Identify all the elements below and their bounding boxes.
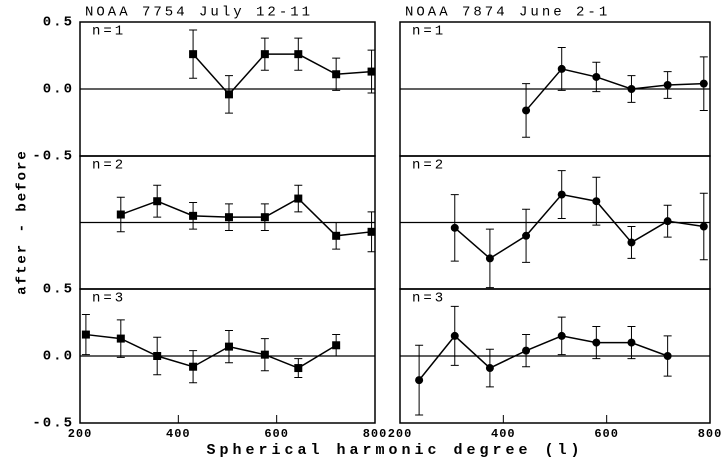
marker — [557, 64, 566, 73]
marker — [592, 338, 601, 347]
marker — [485, 364, 494, 373]
y-tick-label: 0.5 — [43, 15, 74, 31]
panel-annotation: n=3 — [92, 291, 126, 307]
marker — [699, 79, 708, 88]
data-line — [192, 53, 372, 96]
x-tick-label: 200 — [388, 427, 413, 441]
y-tick-label: -0.5 — [32, 149, 74, 165]
data-line — [525, 68, 704, 111]
panel-title: NOAA 7754 July 12-11 — [85, 5, 313, 21]
panel-annotation: n=2 — [92, 158, 126, 174]
panel-annotation: n=1 — [92, 24, 126, 40]
marker — [485, 254, 494, 263]
marker — [592, 72, 601, 81]
marker — [260, 350, 269, 359]
x-tick-label: 400 — [491, 427, 516, 441]
panel-annotation: n=2 — [412, 158, 446, 174]
marker — [116, 210, 125, 219]
y-axis-label: after - before — [15, 149, 31, 295]
marker — [332, 231, 341, 240]
marker — [557, 190, 566, 199]
y-tick-label: 0.5 — [43, 282, 74, 298]
marker — [189, 50, 198, 59]
marker — [116, 334, 125, 343]
marker — [153, 352, 162, 360]
marker — [627, 85, 636, 93]
marker — [189, 211, 198, 220]
y-tick-label: 0.0 — [43, 349, 74, 365]
panel-annotation: n=3 — [412, 291, 446, 307]
marker — [522, 346, 531, 355]
marker — [663, 80, 672, 89]
marker — [332, 70, 341, 79]
marker — [627, 338, 636, 347]
panel-annotation: n=1 — [412, 24, 446, 40]
marker — [332, 341, 341, 350]
x-tick-label: 400 — [166, 427, 191, 441]
marker — [663, 217, 672, 226]
data-line — [85, 333, 337, 369]
marker — [189, 362, 198, 371]
marker — [81, 330, 90, 339]
marker — [260, 50, 269, 59]
marker — [224, 213, 233, 222]
marker — [294, 364, 303, 373]
marker — [522, 231, 531, 240]
marker — [450, 223, 459, 232]
y-tick-label: -0.5 — [32, 416, 74, 432]
marker — [592, 197, 601, 206]
marker — [294, 50, 303, 59]
marker — [522, 106, 531, 115]
data-line — [454, 193, 704, 260]
data-line — [418, 334, 668, 381]
marker — [153, 197, 162, 206]
marker — [224, 90, 233, 99]
x-tick-label: 800 — [698, 427, 723, 441]
marker — [557, 331, 566, 340]
x-tick-label: 600 — [264, 427, 289, 441]
x-tick-label: 600 — [594, 427, 619, 441]
marker — [294, 194, 303, 203]
x-axis-label: Spherical harmonic degree (l) — [206, 442, 583, 459]
marker — [627, 238, 636, 247]
x-tick-label: 200 — [68, 427, 93, 441]
y-tick-label: 0.0 — [43, 82, 74, 98]
x-tick-label: 800 — [363, 427, 388, 441]
data-line — [120, 197, 372, 237]
marker — [367, 227, 376, 236]
marker — [699, 222, 708, 231]
marker — [663, 352, 672, 360]
marker — [224, 342, 233, 351]
marker — [260, 213, 269, 222]
marker — [450, 331, 459, 340]
panel-title: NOAA 7874 June 2-1 — [405, 5, 610, 21]
marker — [415, 376, 424, 385]
marker — [367, 67, 376, 76]
